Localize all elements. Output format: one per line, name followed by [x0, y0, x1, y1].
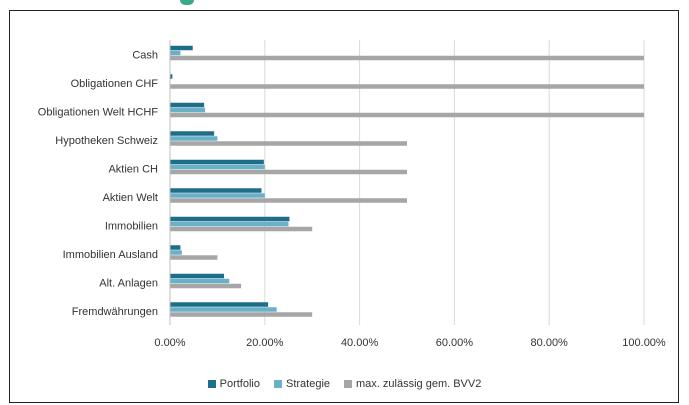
category-label-hypotheken-schweiz: Hypotheken Schweiz — [55, 135, 158, 147]
category-label-alt-anlagen: Alt. Anlagen — [99, 277, 158, 289]
bar-max-zulassig-gem-bvv2-aktien-ch — [170, 169, 407, 175]
bar-max-zulassig-gem-bvv2-immobilien — [170, 226, 313, 232]
bar-portfolio-hypotheken-schweiz — [170, 131, 215, 136]
bar-strategie-hypotheken-schweiz — [170, 136, 218, 141]
bar-portfolio-fremdwahrungen — [170, 302, 269, 307]
bar-portfolio-immobilien — [170, 216, 290, 222]
bar-max-zulassig-gem-bvv2-obligationen-chf — [170, 84, 644, 89]
legend-label-strategie: Strategie — [285, 378, 331, 390]
labels-layer: 0.00% 20.00% 40.00% 60.00% 80.00% 100.00% Cash… — [38, 49, 666, 349]
bar-portfolio-cash — [170, 45, 193, 51]
category-label-aktien-ch: Aktien CH — [108, 163, 158, 175]
bar-portfolio-obligationen-chf — [170, 74, 173, 79]
legend-item-strategie: Strategie — [273, 378, 331, 390]
x-tick-label: 100.00% — [622, 337, 666, 349]
bar-max-zulassig-gem-bvv2-aktien-welt — [170, 198, 407, 203]
bar-max-zulassig-gem-bvv2-immobilien-ausland — [170, 255, 218, 260]
legend-swatch-portfolio — [207, 380, 216, 388]
bar-strategie-alt-anlagen — [170, 278, 230, 284]
bar-strategie-aktien-welt — [170, 193, 265, 198]
bar-portfolio-obligationen-welt-hchf — [170, 102, 205, 108]
header-accent — [180, 0, 194, 5]
category-label-obligationen-chf: Obligationen CHF — [71, 78, 159, 90]
legend-label-max-bvv2: max. zulässig gem. BVV2 — [356, 378, 482, 390]
legend-swatch-max-bvv2 — [344, 380, 353, 388]
chart-legend: Portfolio Strategie max. zulässig gem. B… — [0, 376, 689, 392]
bar-max-zulassig-gem-bvv2-alt-anlagen — [170, 283, 242, 289]
bar-portfolio-immobilien-ausland — [170, 245, 181, 250]
x-tick-label: 0.00% — [154, 337, 185, 349]
category-label-fremdwahrungen: Fremdwährungen — [72, 306, 158, 318]
bar-max-zulassig-gem-bvv2-hypotheken-schweiz — [170, 141, 407, 146]
top-strip — [0, 0, 689, 8]
grid-layer — [264, 40, 645, 325]
bar-portfolio-aktien-welt — [170, 188, 262, 193]
bar-portfolio-alt-anlagen — [170, 273, 225, 279]
x-tick-label: 60.00% — [436, 337, 474, 349]
x-tick-label: 40.00% — [341, 337, 379, 349]
category-label-obligationen-welt-hchf: Obligationen Welt HCHF — [38, 106, 159, 118]
category-label-cash: Cash — [132, 49, 158, 61]
legend-swatch-strategie — [273, 380, 282, 388]
bar-max-zulassig-gem-bvv2-fremdwahrungen — [170, 312, 313, 317]
legend-item-portfolio: Portfolio — [207, 378, 260, 390]
chart-frame — [9, 10, 679, 403]
bar-strategie-immobilien-ausland — [170, 250, 182, 255]
legend-label-portfolio: Portfolio — [219, 378, 260, 390]
bar-portfolio-aktien-ch — [170, 159, 264, 165]
bar-strategie-cash — [170, 50, 181, 56]
category-label-immobilien-ausland: Immobilien Ausland — [63, 249, 158, 261]
bars-layer — [170, 45, 644, 317]
bar-max-zulassig-gem-bvv2-obligationen-welt-hchf — [170, 112, 644, 118]
bar-strategie-aktien-ch — [170, 164, 265, 170]
x-tick-label: 20.00% — [246, 337, 284, 349]
category-label-immobilien: Immobilien — [105, 220, 158, 232]
x-tick-label: 80.00% — [531, 337, 569, 349]
category-label-aktien-welt: Aktien Welt — [103, 192, 158, 204]
legend-item-max-bvv2: max. zulässig gem. BVV2 — [344, 378, 481, 390]
bar-strategie-fremdwahrungen — [170, 307, 277, 312]
bar-strategie-obligationen-welt-hchf — [170, 107, 206, 113]
bar-max-zulassig-gem-bvv2-cash — [170, 55, 644, 61]
bar-strategie-immobilien — [170, 221, 289, 227]
